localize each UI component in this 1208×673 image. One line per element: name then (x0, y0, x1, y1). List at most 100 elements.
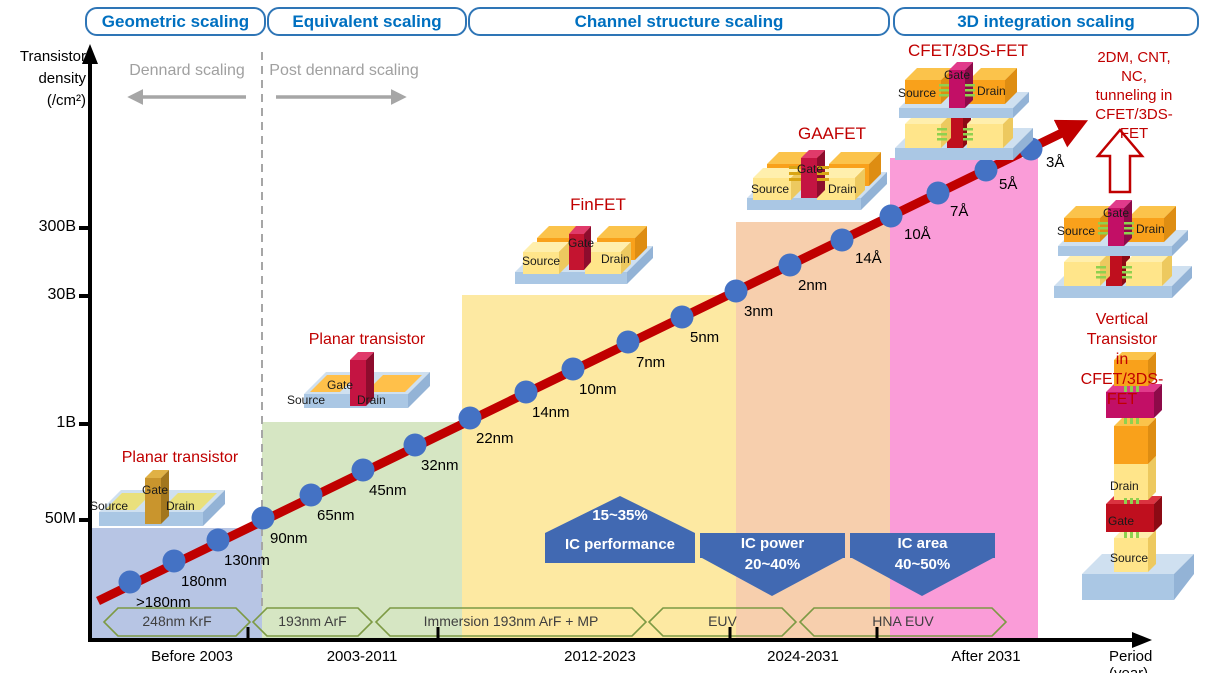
vertical-transistor-note-line: in CFET/3DS-FET (1080, 351, 1164, 408)
data-point (974, 158, 998, 182)
ic-power-value: 20~40% (744, 556, 801, 573)
litho-banner-label: HNA EUV (872, 613, 934, 629)
planar1-drain-label: Drain (166, 499, 195, 513)
future-tech-hollow-up-arrow (1095, 128, 1145, 194)
planar-transistor-1-illustration (99, 470, 225, 526)
litho-banner-shape (251, 607, 374, 637)
era-pill-label: Channel structure scaling (574, 11, 784, 31)
process-node-data-points (118, 137, 1043, 594)
data-point (670, 305, 694, 329)
gaafet-label: GAAFET (797, 124, 867, 143)
node-label: 32nm (421, 457, 459, 474)
y-axis-title-line: (/cm²) (46, 92, 86, 109)
data-point (514, 380, 538, 404)
future-tech-note-line: CFET/3DS-FET (1095, 106, 1173, 142)
ic-area-label: IC area (897, 535, 948, 552)
node-label: 10Å (904, 226, 931, 243)
lithography-banners (102, 607, 1008, 637)
y-axis (79, 44, 98, 641)
era-pill-geometric-scaling: Geometric scaling (85, 7, 266, 36)
ic-performance-label: IC performance (564, 536, 676, 553)
gaafet-drain-label: Drain (828, 182, 857, 196)
node-label: 5nm (690, 329, 720, 346)
data-point (879, 204, 903, 228)
data-point (926, 181, 950, 205)
y-tick-label: 300B (38, 218, 76, 235)
ic-power-down-arrow (700, 533, 845, 596)
finfet-label: FinFET (570, 195, 626, 214)
data-point (616, 330, 640, 354)
cfet-3ds-fet-label: CFET/3DS-FET (908, 41, 1028, 60)
litho-banner-shape (102, 607, 252, 637)
litho-banner-shape (647, 607, 798, 637)
future-tech-note: 2DM, CNT, NC, tunneling in CFET/3DS-FET (1095, 48, 1173, 143)
node-label: 45nm (369, 482, 407, 499)
planar1-source-label: Source (90, 499, 129, 513)
y-tick-label: 50M (44, 510, 76, 527)
litho-banner-shape (374, 607, 648, 637)
cfet-gate-label: Gate (944, 68, 971, 82)
x-period-label: After 2031 (951, 648, 1021, 665)
node-label: 14nm (532, 404, 570, 421)
era-pill-label: Equivalent scaling (292, 11, 442, 31)
finfet-source-label: Source (522, 254, 561, 268)
node-label: 3nm (744, 303, 774, 320)
post-dennard-scaling-note: Post dennard scaling (269, 62, 419, 79)
data-point (299, 483, 323, 507)
x-axis (88, 627, 1152, 648)
node-label: 65nm (317, 507, 355, 524)
vertical-gate-label: Gate (1108, 514, 1135, 528)
node-label: 130nm (224, 552, 270, 569)
ic-performance-up-arrow (545, 496, 695, 563)
litho-banner-label: 248nm KrF (142, 613, 212, 629)
x-period-label: 2012-2023 (564, 648, 636, 665)
data-point (458, 406, 482, 430)
finfet-illustration (515, 226, 653, 284)
ic-power-label: IC power (740, 535, 805, 552)
planar-transistor-2-label: Planar transistor (308, 331, 426, 348)
data-point (351, 458, 375, 482)
x-axis-title: Period (year) (1109, 648, 1153, 673)
litho-banner-label: Immersion 193nm ArF + MP (423, 613, 599, 629)
y-axis-title-line: Transistor (19, 48, 86, 65)
finfet-drain-label: Drain (601, 252, 630, 266)
node-label: 7Å (950, 203, 969, 220)
data-point (724, 279, 748, 303)
node-label: 2nm (798, 277, 828, 294)
data-point (403, 433, 427, 457)
litho-banner-label: EUV (708, 613, 737, 629)
gaafet-gate-label: Gate (797, 162, 824, 176)
y-axis-title: Transistor density (/cm²) (2, 46, 86, 112)
era-pill-3d-integration-scaling: 3D integration scaling (893, 7, 1199, 36)
cfet-right-source-label: Source (1057, 224, 1096, 238)
data-point (830, 228, 854, 252)
era-pill-label: 3D integration scaling (957, 11, 1135, 31)
planar2-gate-label: Gate (327, 378, 354, 392)
x-period-label: Before 2003 (151, 648, 233, 665)
era-pill-equivalent-scaling: Equivalent scaling (267, 7, 467, 36)
planar2-drain-label: Drain (357, 393, 386, 407)
data-point (251, 506, 275, 530)
node-label: 14Å (855, 250, 882, 267)
x-period-label: 2024-2031 (767, 648, 839, 665)
cfet-drain-label: Drain (977, 84, 1006, 98)
litho-banner-shape (798, 607, 1008, 637)
litho-banner-label: 193nm ArF (278, 613, 347, 629)
planar-transistor-1-label: Planar transistor (121, 449, 239, 466)
planar-transistor-2-illustration (304, 352, 430, 408)
vertical-source-label: Source (1110, 551, 1149, 565)
planar2-source-label: Source (287, 393, 326, 407)
future-tech-note-line: tunneling in (1095, 87, 1173, 104)
finfet-gate-label: Gate (568, 236, 595, 250)
data-point (206, 528, 230, 552)
x-period-label: 2003-2011 (326, 648, 398, 665)
node-label: 10nm (579, 381, 617, 398)
era-pill-channel-structure-scaling: Channel structure scaling (468, 7, 890, 36)
node-label: >180nm (136, 594, 191, 611)
vertical-transistor-note: Vertical Transistor in CFET/3DS-FET (1079, 310, 1165, 410)
era-pill-label: Geometric scaling (101, 11, 250, 31)
data-point (561, 357, 585, 381)
period-region (462, 295, 736, 640)
node-label: 180nm (181, 573, 227, 590)
